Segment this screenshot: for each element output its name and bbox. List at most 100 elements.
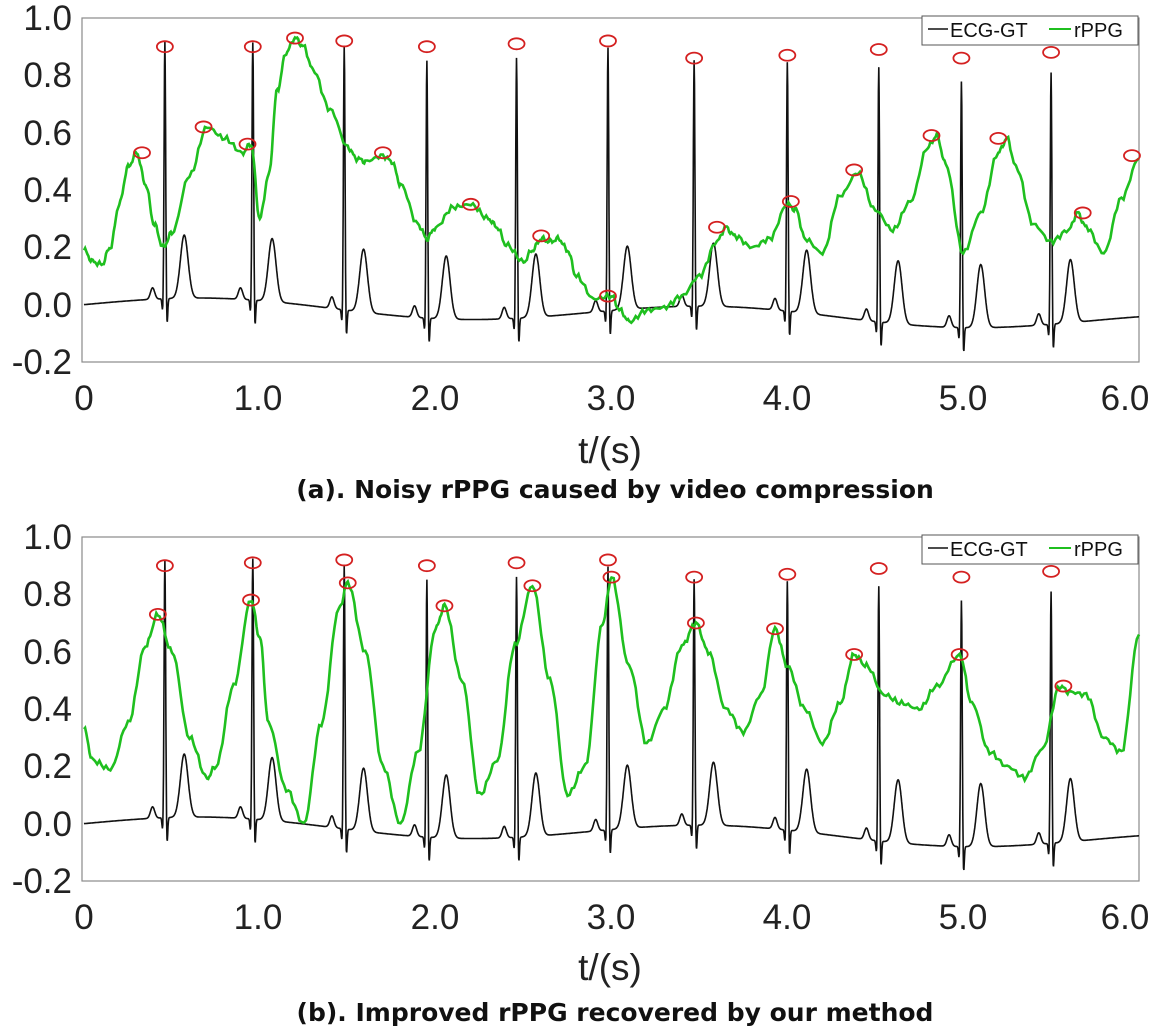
legend-label-ecg: ECG-GT xyxy=(950,20,1028,42)
ytick-labels-b: -0.2 0.0 0.2 0.4 0.6 0.8 1.0 xyxy=(12,518,72,901)
legend-box xyxy=(921,534,1139,565)
series-layer-a xyxy=(82,31,1141,352)
ytick-label: 0.2 xyxy=(23,228,72,267)
panel-b: -0.2 0.0 0.2 0.4 0.6 0.8 1.0 0 1.0 2.0 3… xyxy=(12,518,1150,1027)
ecg-peak-marker xyxy=(1042,46,1060,59)
ytick-label: 0.0 xyxy=(23,286,72,325)
ecg-peak-marker xyxy=(417,40,436,54)
ecg-peak-marker xyxy=(417,559,436,573)
ecg-peak-marker xyxy=(869,43,888,56)
rppg-peak-marker xyxy=(338,576,357,590)
ecg-peak-marker xyxy=(155,559,174,573)
ecg-peak-marker xyxy=(778,567,797,581)
rppg-peak-marker xyxy=(781,195,800,208)
rppg-peak-marker xyxy=(242,593,260,607)
plot-area-a xyxy=(81,17,1140,363)
rppg-peak-marker xyxy=(766,622,784,636)
ecg-peak-marker xyxy=(952,570,971,584)
ecg-peak-marker xyxy=(778,48,797,62)
rppg-peak-marker xyxy=(1073,206,1092,220)
panel-a: -0.2 0.0 0.2 0.4 0.6 0.8 1.0 0 1.0 2.0 3… xyxy=(12,0,1150,504)
xtick-label: 6.0 xyxy=(1101,379,1150,418)
rppg-series-line xyxy=(83,575,1141,825)
ecg-peak-marker xyxy=(335,34,354,48)
ytick-label: 1.0 xyxy=(23,518,72,557)
ytick-label: 0.8 xyxy=(23,56,72,95)
x-axis-label-b: t/(s) xyxy=(578,947,642,988)
rppg-peak-marker xyxy=(1123,149,1141,163)
rppg-peak-marker xyxy=(374,146,392,160)
ecg-peak-marker xyxy=(952,51,971,65)
rppg-peak-marker xyxy=(435,599,454,613)
ecg-series-line xyxy=(83,41,1139,352)
rppg-series-line xyxy=(82,35,1140,325)
legend-box xyxy=(921,15,1139,46)
ecg-peak-marker xyxy=(599,553,617,567)
ytick-label: -0.2 xyxy=(12,862,72,901)
xtick-labels-a: 0 1.0 2.0 3.0 4.0 5.0 6.0 xyxy=(74,379,1149,418)
ecg-peak-marker xyxy=(685,570,704,584)
ecg-peak-marker xyxy=(685,51,704,65)
x-axis-label-a: t/(s) xyxy=(578,430,642,471)
ytick-label: 0.6 xyxy=(23,114,72,153)
rppg-peak-marker xyxy=(845,648,864,661)
xtick-label: 4.0 xyxy=(763,379,812,418)
legend-label-rppg: rPPG xyxy=(1074,539,1123,561)
caption-a: (a). Noisy rPPG caused by video compress… xyxy=(296,475,934,504)
rppg-peak-marker xyxy=(461,197,480,211)
rppg-peak-marker xyxy=(989,131,1008,145)
ytick-label: 0.0 xyxy=(23,805,72,844)
xtick-label: 6.0 xyxy=(1101,898,1150,937)
rppg-peak-marker xyxy=(148,608,167,621)
rppg-peak-marker xyxy=(238,137,257,151)
xtick-label: 0 xyxy=(74,379,93,418)
rppg-peak-marker xyxy=(708,220,726,234)
xtick-label: 5.0 xyxy=(939,379,988,418)
plot-area-b xyxy=(81,536,1140,882)
ytick-label: 0.6 xyxy=(23,633,72,672)
caption-b: (b). Improved rPPG recovered by our meth… xyxy=(297,998,934,1027)
xtick-label: 1.0 xyxy=(234,898,283,937)
legend-a: ECG-GT rPPG xyxy=(921,15,1139,46)
rppg-peak-marker xyxy=(523,579,542,593)
ecg-peak-marker xyxy=(243,556,262,570)
rppg-peak-marker xyxy=(602,570,621,584)
ecg-peak-marker xyxy=(599,34,617,48)
rppg-peak-marker xyxy=(1054,679,1073,693)
rppg-peak-marker xyxy=(194,120,213,134)
legend-label-rppg: rPPG xyxy=(1074,20,1123,42)
ecg-peak-marker xyxy=(507,556,526,570)
rppg-peak-marker xyxy=(286,31,304,45)
xtick-label: 3.0 xyxy=(587,379,636,418)
legend-b: ECG-GT rPPG xyxy=(921,534,1139,565)
ecg-peak-marker xyxy=(869,562,888,575)
rppg-peak-marker xyxy=(922,129,941,142)
xtick-label: 1.0 xyxy=(234,379,283,418)
ecg-peak-marker xyxy=(335,553,354,567)
legend-label-ecg: ECG-GT xyxy=(950,539,1028,561)
ytick-label: 0.4 xyxy=(23,690,72,729)
xtick-label: 2.0 xyxy=(411,379,460,418)
rppg-peak-marker xyxy=(532,229,551,243)
ecg-peak-marker xyxy=(1042,565,1060,578)
xtick-label: 3.0 xyxy=(587,898,636,937)
rppg-peak-marker xyxy=(599,289,617,303)
xtick-label: 0 xyxy=(74,898,93,937)
xtick-label: 4.0 xyxy=(763,898,812,937)
rppg-peak-marker xyxy=(687,616,705,630)
xtick-label: 2.0 xyxy=(411,898,460,937)
ecg-peak-marker xyxy=(243,40,262,54)
ytick-labels-a: -0.2 0.0 0.2 0.4 0.6 0.8 1.0 xyxy=(12,0,72,382)
ecg-peak-marker xyxy=(155,40,174,54)
xtick-label: 5.0 xyxy=(939,898,988,937)
ytick-label: 0.8 xyxy=(23,575,72,614)
rppg-peak-marker xyxy=(950,648,969,661)
ytick-label: 1.0 xyxy=(23,0,72,38)
xtick-labels-b: 0 1.0 2.0 3.0 4.0 5.0 6.0 xyxy=(74,898,1149,937)
rppg-peak-marker xyxy=(845,163,864,177)
series-layer-b xyxy=(83,553,1141,871)
rppg-peak-marker xyxy=(133,146,151,160)
ecg-peak-marker xyxy=(507,37,526,51)
ecg-series-line xyxy=(83,558,1139,871)
